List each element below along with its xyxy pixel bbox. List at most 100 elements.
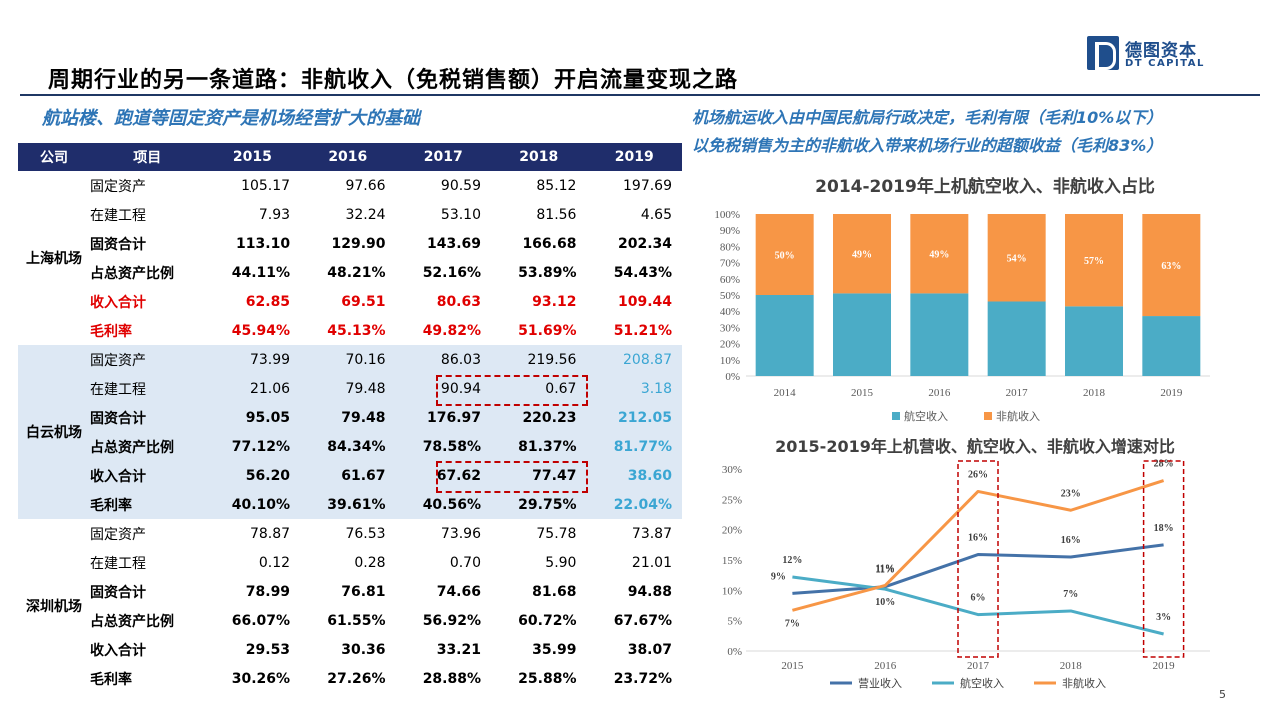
highlight-box-baiyun-revenue xyxy=(436,461,588,493)
header-2018: 2018 xyxy=(491,143,587,171)
value-cell: 54.43% xyxy=(613,264,672,281)
x-tick-label: 2015 xyxy=(851,387,874,399)
value-cell: 113.10 xyxy=(236,235,291,252)
value-cell: 197.69 xyxy=(623,177,672,194)
x-tick-label: 2016 xyxy=(928,387,951,399)
value-cell: 74.66 xyxy=(436,583,481,600)
x-tick-label: 2018 xyxy=(1060,660,1083,672)
y-tick-label: 5% xyxy=(727,616,742,628)
value-cell: 27.26% xyxy=(327,670,386,687)
data-label: 63% xyxy=(1161,261,1181,272)
bar-segment xyxy=(1142,316,1201,376)
value-cell: 90.94 xyxy=(395,374,491,403)
value-cell: 76.81 xyxy=(341,583,386,600)
value-cell: 84.34% xyxy=(300,432,396,461)
table-row: 固资合计 95.05 79.48 176.97 220.23 212.05 xyxy=(18,403,682,432)
item-cell: 固资合计 xyxy=(90,403,205,432)
value-cell: 48.21% xyxy=(327,264,386,281)
page-number: 5 xyxy=(1219,688,1226,701)
value-cell: 77.12% xyxy=(204,432,301,461)
bar-segment xyxy=(1065,214,1123,307)
value-cell: 75.78 xyxy=(536,525,577,542)
y-tick-label: 50% xyxy=(720,290,740,302)
table-group: 上海机场 固定资产 105.17 97.66 90.59 85.12 197.69 在建工程 7… xyxy=(18,171,682,345)
y-tick-label: 100% xyxy=(714,209,740,221)
value-cell: 90.59 xyxy=(440,177,481,194)
header-2019: 2019 xyxy=(586,143,682,171)
value-cell: 35.99 xyxy=(532,641,577,658)
y-tick-label: 90% xyxy=(720,225,740,237)
item-cell: 固定资产 xyxy=(90,345,205,374)
value-cell: 97.66 xyxy=(345,177,386,194)
item-cell: 固定资产 xyxy=(90,178,146,195)
value-cell: 40.10% xyxy=(204,490,301,519)
x-tick-label: 2017 xyxy=(967,660,990,672)
x-tick-label: 2016 xyxy=(874,660,897,672)
right-subtitle-line1: 机场航运收入由中国民航局行政决定，毛利有限（毛利10%以下） xyxy=(692,108,1163,127)
value-cell: 67.67% xyxy=(613,612,672,629)
company-cell: 白云机场 xyxy=(18,345,90,519)
data-label: 7% xyxy=(1063,589,1078,600)
table-group: 白云机场 固定资产 73.99 70.16 86.03 219.56 208.87 在建工程 2… xyxy=(18,345,682,519)
value-cell: 53.10 xyxy=(440,206,481,223)
value-cell: 78.58% xyxy=(395,432,491,461)
value-cell: 44.11% xyxy=(231,264,291,281)
y-tick-label: 30% xyxy=(722,464,742,476)
company-cell: 上海机场 xyxy=(26,251,82,267)
legend-label: 非航收入 xyxy=(1062,676,1106,690)
item-cell: 在建工程 xyxy=(90,207,146,224)
bar-segment xyxy=(1065,306,1123,376)
table-row: 固资合计 113.10 129.90 143.69 166.68 202.34 xyxy=(18,229,682,258)
data-label: 23% xyxy=(1061,488,1081,499)
value-cell: 45.13% xyxy=(327,322,386,339)
value-cell: 61.55% xyxy=(327,612,386,629)
line-chart: 0% 5% 10% 15% 20% 25% 30% 2015 2016 2017 2018 2019 9… xyxy=(722,459,1210,690)
legend-label: 航空收入 xyxy=(904,409,948,423)
table-row: 深圳机场 固定资产 78.87 76.53 73.96 75.78 73.87 xyxy=(18,519,682,616)
value-cell: 30.36 xyxy=(341,641,386,658)
item-cell: 毛利率 xyxy=(90,490,205,519)
y-tick-label: 25% xyxy=(722,494,742,506)
table-row: 毛利率 45.94% 45.13% 49.82% 51.69% 51.21% xyxy=(18,316,682,345)
value-cell: 49.82% xyxy=(422,322,481,339)
value-cell: 28.88% xyxy=(422,670,481,687)
value-cell: 220.23 xyxy=(491,403,587,432)
item-cell: 固资合计 xyxy=(90,584,146,601)
table-row: 收入合计 29.53 30.36 33.21 35.99 38.07 xyxy=(18,635,682,664)
data-label: 11% xyxy=(875,563,894,574)
legend-label: 非航收入 xyxy=(996,409,1040,423)
bar-segment xyxy=(833,214,891,294)
value-cell: 73.96 xyxy=(440,525,481,542)
value-cell: 22.04% xyxy=(586,490,682,519)
logo-en-text: DT CAPITAL xyxy=(1125,58,1205,69)
y-tick-label: 10% xyxy=(720,355,740,367)
bar-segment xyxy=(987,214,1046,302)
value-cell: 61.67 xyxy=(300,461,396,490)
value-cell: 56.92% xyxy=(422,612,481,629)
value-cell: 56.20 xyxy=(204,461,301,490)
value-cell: 93.12 xyxy=(532,293,577,310)
value-cell: 105.17 xyxy=(241,177,291,194)
value-cell: 7.93 xyxy=(258,206,291,223)
value-cell: 81.56 xyxy=(536,206,577,223)
value-cell: 212.05 xyxy=(586,403,682,432)
value-cell: 0.28 xyxy=(354,554,386,571)
data-label: 54% xyxy=(1007,254,1027,265)
bar-segment xyxy=(755,295,814,376)
bar-segment xyxy=(1142,214,1201,317)
value-cell: 77.47 xyxy=(491,461,587,490)
table-row: 毛利率 40.10% 39.61% 40.56% 29.75% 22.04% xyxy=(18,490,682,519)
value-cell: 66.07% xyxy=(231,612,291,629)
data-label: 50% xyxy=(775,251,795,262)
data-label: 28% xyxy=(1154,459,1174,470)
page-title: 周期行业的另一条道路：非航收入（免税销售额）开启流量变现之路 xyxy=(48,67,739,93)
x-tick-label: 2014 xyxy=(774,387,797,399)
value-cell: 67.62 xyxy=(395,461,491,490)
table-row: 上海机场 固定资产 105.17 97.66 90.59 85.12 197.69 xyxy=(18,171,682,268)
table-row: 在建工程 7.93 32.24 53.10 81.56 4.65 xyxy=(18,200,682,229)
value-cell: 143.69 xyxy=(426,235,481,252)
header-item: 项目 xyxy=(90,143,205,171)
data-label: 16% xyxy=(968,533,988,544)
x-tick-label: 2019 xyxy=(1160,387,1183,399)
value-cell: 70.16 xyxy=(300,345,396,374)
